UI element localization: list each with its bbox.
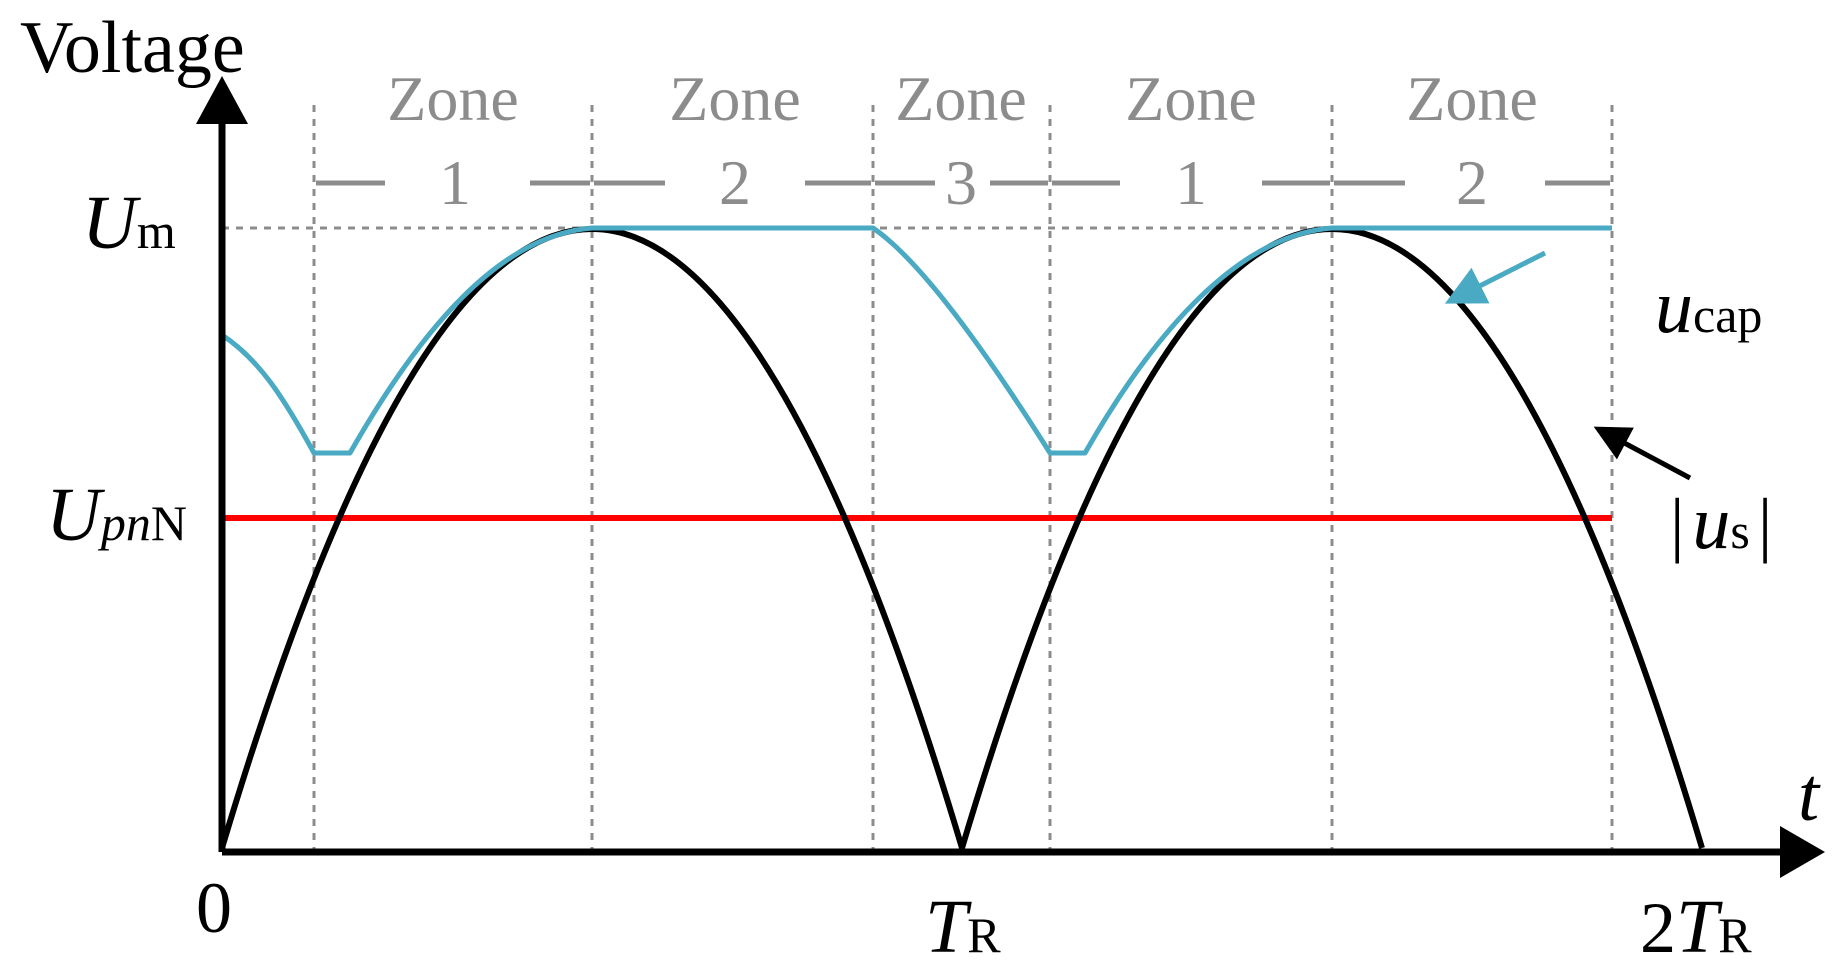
- zone-2b-word: Zone: [1406, 63, 1538, 134]
- ucap-waveform: [220, 225, 1612, 456]
- x-axis-arrowhead: [1780, 826, 1825, 878]
- zone-1a-word: Zone: [387, 63, 519, 134]
- zone-2a-word: Zone: [669, 63, 801, 134]
- us-label: | us |: [1670, 481, 1772, 565]
- zone-1b-word: Zone: [1125, 63, 1257, 134]
- us-pointer-arrow: [1593, 426, 1692, 481]
- zone-boundaries: [222, 105, 1614, 852]
- x-tick-zero: 0: [196, 868, 232, 948]
- x-axis-label: t: [1798, 753, 1821, 837]
- y-axis-label: Voltage: [20, 7, 245, 89]
- zone-1b-number: 1: [1175, 147, 1207, 218]
- zone-3-word: Zone: [895, 63, 1027, 134]
- zone-2b-number: 2: [1456, 147, 1488, 218]
- zone-labels: Zone 1 Zone 2 Zone 3 Zone 1 Zone 2: [387, 63, 1538, 218]
- um-level-label: Um: [82, 181, 176, 265]
- ucap-label: ucap: [1655, 265, 1762, 349]
- upn-level-label: UpnN: [46, 473, 187, 557]
- x-tick-2tr: 2TR: [1640, 885, 1752, 966]
- zone-2a-number: 2: [719, 147, 751, 218]
- zone-1a-number: 1: [439, 147, 471, 218]
- x-tick-tr: TR: [925, 885, 1001, 966]
- axes: [196, 76, 1825, 878]
- y-axis-arrowhead: [196, 76, 248, 124]
- ucap-pointer-arrow: [1444, 250, 1547, 304]
- us-rectified-waveform: [219, 226, 1705, 851]
- zone-3-number: 3: [945, 147, 977, 218]
